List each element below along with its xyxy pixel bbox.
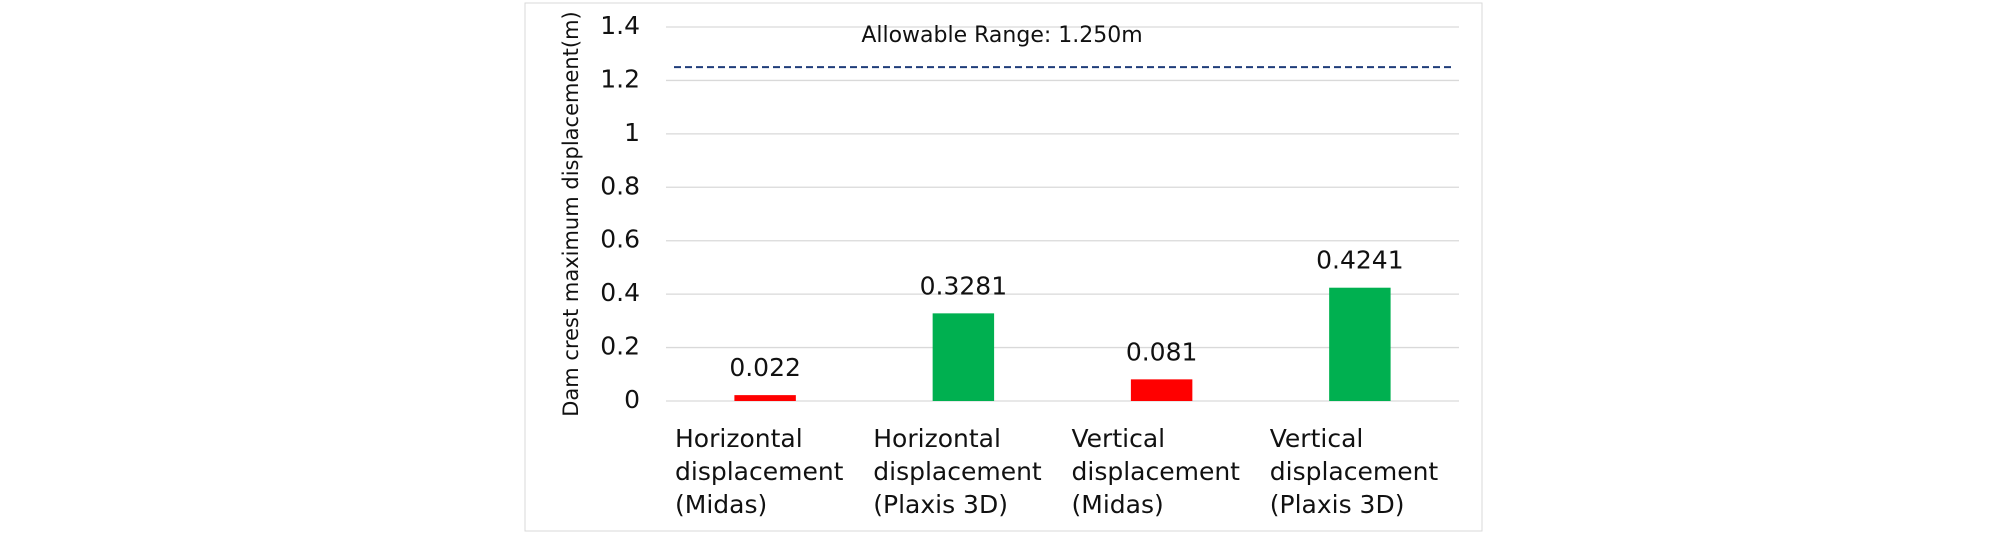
y-tick-label: 0.6 — [600, 225, 640, 254]
y-tick-label: 0.2 — [600, 332, 640, 361]
y-tick-label: 1.2 — [600, 64, 640, 93]
bar — [932, 313, 995, 401]
x-tick-label: Vertical displacement (Plaxis 3D) — [1269, 424, 1439, 519]
y-axis-label: Dam crest maximum displacement(m) — [559, 11, 583, 417]
x-tick-label: Horizontal displacement (Midas) — [675, 424, 844, 519]
x-tick-label: Horizontal displacement (Plaxis 3D) — [873, 424, 1042, 519]
x-tick-label: Vertical displacement (Midas) — [1071, 424, 1240, 519]
bar — [1329, 287, 1391, 401]
value-label: 0.3281 — [920, 271, 1007, 300]
value-label: 0.022 — [729, 353, 801, 382]
y-tick-label: 0 — [624, 385, 640, 414]
y-tick-label: 0.4 — [600, 278, 640, 307]
bar — [1130, 379, 1193, 401]
value-label: 0.4241 — [1316, 246, 1403, 275]
y-tick-label: 1 — [624, 118, 640, 147]
y-tick-label: 0.8 — [600, 171, 640, 200]
value-label: 0.081 — [1126, 337, 1198, 366]
bar — [734, 395, 796, 401]
y-tick-label: 1.4 — [600, 11, 640, 40]
reference-label: Allowable Range: 1.250m — [861, 23, 1142, 48]
chart-border — [524, 2, 1483, 532]
